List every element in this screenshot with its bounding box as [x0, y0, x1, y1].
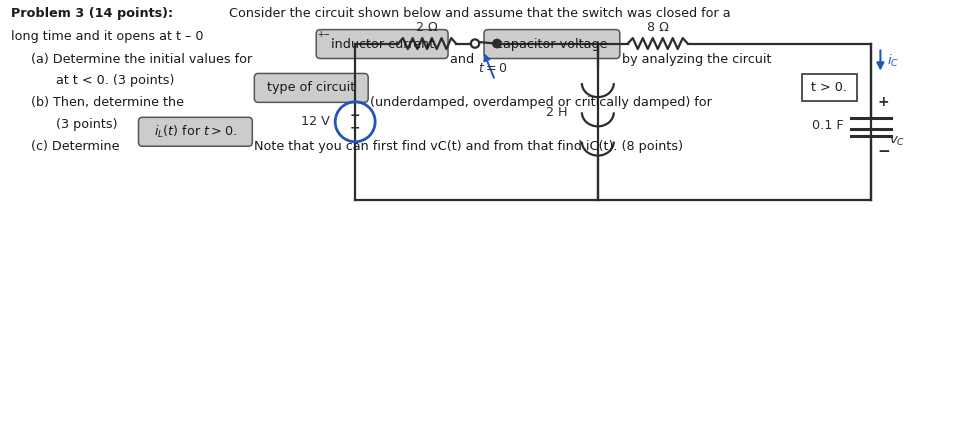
Text: t > 0.: t > 0. — [812, 81, 847, 95]
Text: 2 H: 2 H — [547, 106, 568, 119]
Text: type of circuit: type of circuit — [267, 81, 356, 95]
Text: by analyzing the circuit: by analyzing the circuit — [618, 53, 771, 65]
Text: +−: +− — [317, 30, 330, 39]
Text: (a) Determine the initial values for: (a) Determine the initial values for — [31, 53, 252, 65]
Circle shape — [493, 39, 501, 48]
Text: long time and it opens at t – 0: long time and it opens at t – 0 — [11, 30, 203, 43]
Text: $i_L(t)$ for $t>0.$: $i_L(t)$ for $t>0.$ — [154, 124, 237, 140]
Text: 2 Ω: 2 Ω — [416, 21, 438, 33]
Text: at t < 0. (3 points): at t < 0. (3 points) — [56, 74, 174, 87]
Text: (b) Then, determine the: (b) Then, determine the — [31, 96, 184, 110]
Text: $t = 0$: $t = 0$ — [478, 62, 507, 75]
Text: 8 Ω: 8 Ω — [647, 21, 669, 33]
Text: $v_C$: $v_C$ — [890, 135, 905, 148]
Text: (underdamped, overdamped or critically damped) for: (underdamped, overdamped or critically d… — [366, 96, 716, 110]
Text: Consider the circuit shown below and assume that the switch was closed for a: Consider the circuit shown below and ass… — [226, 7, 731, 20]
Text: +: + — [877, 95, 889, 109]
FancyBboxPatch shape — [254, 74, 368, 102]
Text: −: − — [877, 144, 890, 159]
Text: (3 points): (3 points) — [56, 118, 117, 131]
Text: (c) Determine: (c) Determine — [31, 140, 123, 153]
Text: capacitor voltage: capacitor voltage — [496, 38, 607, 51]
Text: 12 V: 12 V — [302, 115, 331, 128]
FancyBboxPatch shape — [316, 30, 448, 59]
Text: +: + — [350, 109, 361, 122]
FancyBboxPatch shape — [139, 117, 253, 146]
Text: 0.1 F: 0.1 F — [812, 119, 844, 132]
Text: and: and — [446, 53, 478, 65]
Text: Note that you can first find vC(t) and from that find iC(t). (8 points): Note that you can first find vC(t) and f… — [251, 140, 683, 153]
FancyBboxPatch shape — [484, 30, 620, 59]
Text: inductor current: inductor current — [331, 38, 434, 51]
Text: .: . — [331, 30, 335, 43]
Text: −: − — [350, 122, 361, 135]
Text: $i_C$: $i_C$ — [888, 53, 899, 68]
Text: Problem 3 (14 points):: Problem 3 (14 points): — [11, 7, 173, 20]
FancyBboxPatch shape — [801, 74, 857, 101]
